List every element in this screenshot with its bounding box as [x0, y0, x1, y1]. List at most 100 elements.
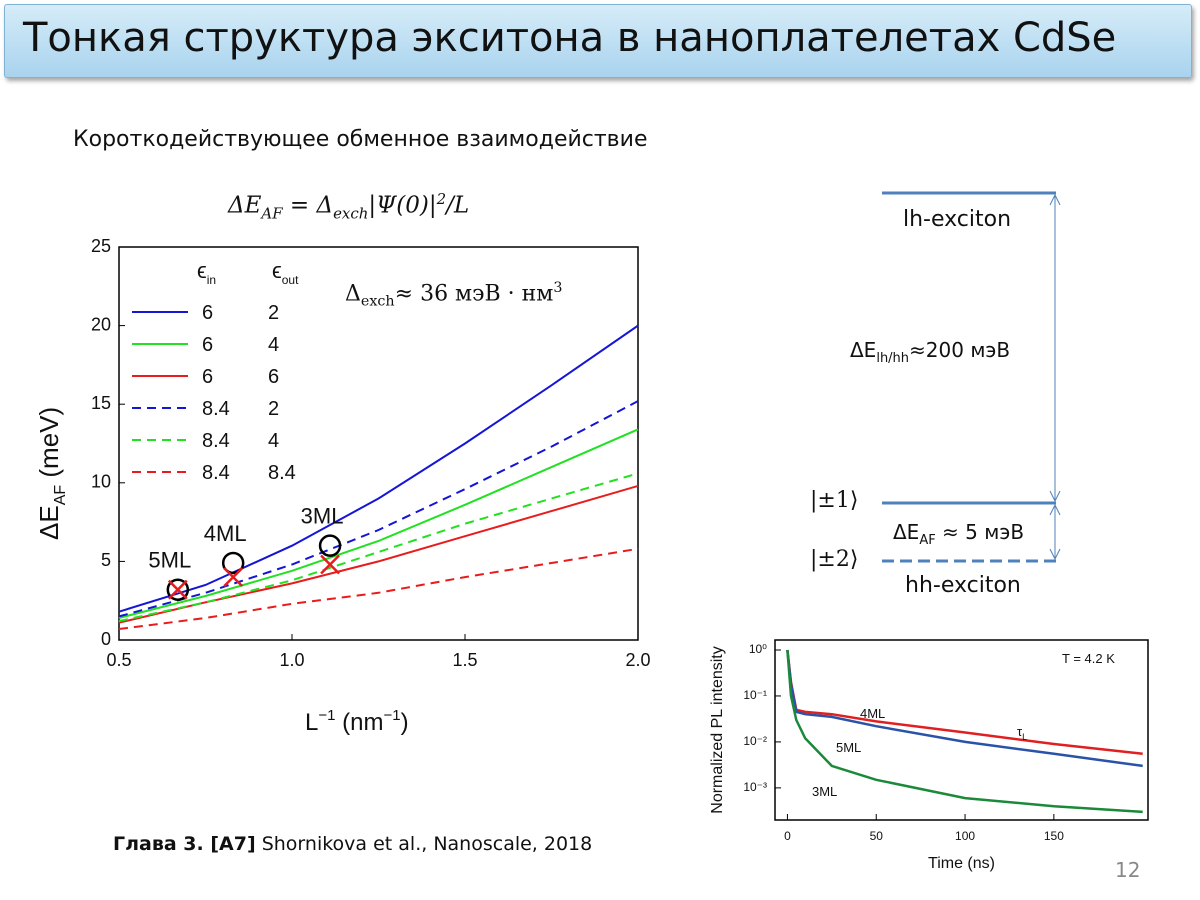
calculated-point: [223, 567, 244, 588]
x-tick-label: 1.0: [279, 650, 304, 670]
page-number: 12: [1115, 858, 1141, 882]
af-part: ΔE: [893, 520, 920, 544]
calculated-point: [167, 579, 188, 600]
x-tick-label: 150: [1044, 829, 1064, 843]
x-axis-label: Time (ns): [928, 855, 995, 872]
x-tick-label: 0: [784, 829, 791, 843]
subtitle: Короткодействующее обменное взаимодейств…: [73, 127, 648, 152]
annotation: T = 4.2 K: [1062, 651, 1115, 666]
plot-frame: [118, 246, 639, 641]
annotation-part: 3: [553, 280, 563, 296]
legend-label: 2: [268, 398, 279, 420]
series-label: 3ML: [812, 784, 837, 799]
marker-label: 5ML: [148, 548, 191, 573]
marker-label: 4ML: [204, 521, 247, 546]
legend-header-part: out: [282, 273, 299, 287]
x-tick-label: 100: [955, 829, 975, 843]
formula-part: |Ψ(0)|: [368, 192, 437, 219]
y-axis-label-part: (meV): [34, 407, 64, 485]
chapter: Глава 3. [A7]: [113, 833, 256, 855]
marker-label: 3ML: [301, 504, 344, 529]
title-bar: Тонкая структура экситона в наноплателет…: [4, 4, 1192, 78]
lh-label: lh-exciton: [903, 207, 1012, 232]
annotation-part: exch: [360, 293, 395, 310]
y-tick-label: 10⁻¹: [743, 688, 767, 702]
legend-label: 4: [268, 334, 279, 356]
legend-label: 6: [202, 366, 213, 388]
formula-part: 2: [436, 190, 447, 208]
y-tick-label: 20: [91, 314, 111, 334]
arrow-heads: [1049, 503, 1061, 561]
af-part: ≈ 5 мэВ: [935, 520, 1025, 544]
legend-label: 8.4: [202, 430, 230, 452]
series-line: [786, 649, 1143, 768]
annotation-part: ≈ 36 мэВ · нм: [394, 281, 554, 307]
legend-header-part: ϵ: [197, 258, 207, 283]
x-tick-label: 2.0: [625, 650, 650, 670]
state-2: |±2⟩: [810, 547, 859, 572]
slide-title: Тонкая структура экситона в наноплателет…: [23, 15, 1117, 61]
x-tick-label: 50: [870, 829, 884, 843]
y-tick-label: 25: [91, 236, 111, 256]
state-1: |±1⟩: [810, 488, 859, 513]
legend-header: ϵout: [272, 258, 299, 287]
legend-label: 4: [268, 430, 279, 452]
arrow-heads: [1049, 193, 1061, 503]
series-line: [118, 547, 639, 630]
formula-part: ΔE: [228, 192, 262, 219]
x-axis-label-part: −1: [383, 707, 400, 724]
y-tick-label: 10⁰: [749, 642, 767, 656]
x-axis-label-part: ): [401, 709, 409, 736]
series-line: [118, 428, 639, 619]
formula: ΔEAF = Δexch|Ψ(0)|2/L: [228, 190, 469, 222]
series-line: [118, 400, 639, 618]
formula-part: = Δ: [282, 192, 334, 219]
y-axis-label: ΔEAF (meV): [34, 407, 69, 540]
series-label: 4ML: [860, 706, 885, 721]
y-tick-label: 5: [101, 550, 111, 570]
measured-point: [166, 578, 190, 601]
x-axis-label-part: −1: [318, 707, 335, 724]
legend-label: 6: [268, 366, 279, 388]
measured-point: [318, 534, 342, 557]
legend-label: 6: [202, 334, 213, 356]
legend-label: 6: [202, 302, 213, 324]
x-axis-label: L−1 (nm−1): [305, 707, 409, 736]
series-line: [118, 484, 639, 624]
legend-label: 8.4: [202, 398, 230, 420]
y-tick-label: 10⁻²: [743, 734, 767, 748]
x-tick-label: 0.5: [106, 650, 131, 670]
measured-point: [221, 551, 245, 575]
tau-label-part: τ: [1017, 724, 1023, 739]
x-axis-label-part: (nm: [335, 709, 383, 736]
legend-label: 8.4: [268, 462, 296, 484]
gap-part: ≈200 мэВ: [909, 338, 1011, 362]
af-label: ΔEAF ≈ 5 мэВ: [893, 520, 1024, 548]
footer: Глава 3. [A7] Shornikova et al., Nanosca…: [113, 833, 592, 855]
plot-frame: [774, 639, 1149, 821]
y-tick-label: 15: [91, 393, 111, 413]
citation: Shornikova et al., Nanoscale, 2018: [261, 833, 593, 855]
y-axis-label-part: AF: [52, 485, 69, 506]
y-tick-label: 10: [91, 472, 111, 492]
legend-header-part: ϵ: [272, 258, 282, 283]
x-tick-label: 1.5: [452, 650, 477, 670]
y-tick-label: 0: [101, 629, 111, 649]
legend-header-part: in: [207, 273, 216, 287]
formula-part: exch: [333, 204, 369, 223]
formula-part: /L: [446, 192, 470, 219]
annotation-part: Δ: [345, 281, 361, 307]
x-axis-label-part: L: [305, 709, 318, 736]
gap-label: ΔElh/hh≈200 мэВ: [850, 338, 1010, 366]
exch-annotation: Δexch≈ 36 мэВ · нм3: [345, 280, 563, 310]
gap-part: lh/hh: [876, 351, 910, 366]
tau-label-part: L: [1022, 732, 1027, 742]
formula-part: AF: [261, 204, 283, 223]
af-part: AF: [919, 533, 936, 548]
gap-part: ΔE: [850, 338, 877, 362]
legend-label: 8.4: [202, 462, 230, 484]
y-tick-label: 10⁻³: [743, 780, 767, 794]
tau-label: τL: [1017, 724, 1027, 742]
